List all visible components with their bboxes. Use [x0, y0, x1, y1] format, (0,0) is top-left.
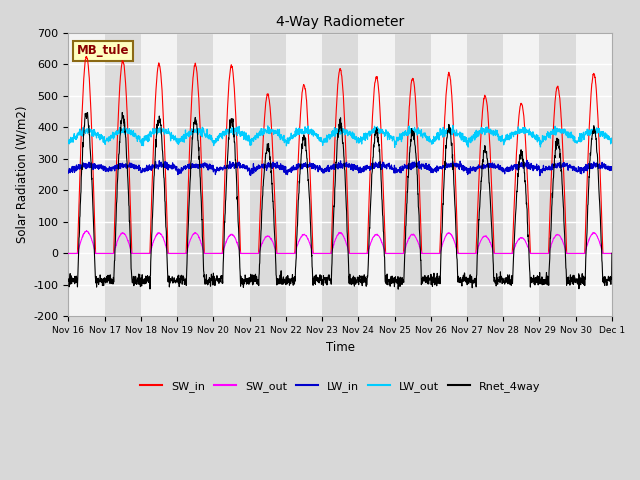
Bar: [540, 33, 576, 316]
Bar: [286, 33, 322, 316]
Bar: [358, 33, 394, 316]
Y-axis label: Solar Radiation (W/m2): Solar Radiation (W/m2): [15, 106, 28, 243]
Bar: [177, 33, 213, 316]
Bar: [431, 33, 467, 316]
Bar: [503, 33, 540, 316]
Bar: [250, 33, 286, 316]
Bar: [68, 33, 104, 316]
Bar: [467, 33, 503, 316]
Bar: [394, 33, 431, 316]
Bar: [322, 33, 358, 316]
Bar: [141, 33, 177, 316]
Legend: SW_in, SW_out, LW_in, LW_out, Rnet_4way: SW_in, SW_out, LW_in, LW_out, Rnet_4way: [135, 376, 545, 396]
Bar: [213, 33, 250, 316]
Bar: [104, 33, 141, 316]
Bar: [576, 33, 612, 316]
Title: 4-Way Radiometer: 4-Way Radiometer: [276, 15, 404, 29]
X-axis label: Time: Time: [326, 341, 355, 354]
Text: MB_tule: MB_tule: [77, 44, 129, 57]
